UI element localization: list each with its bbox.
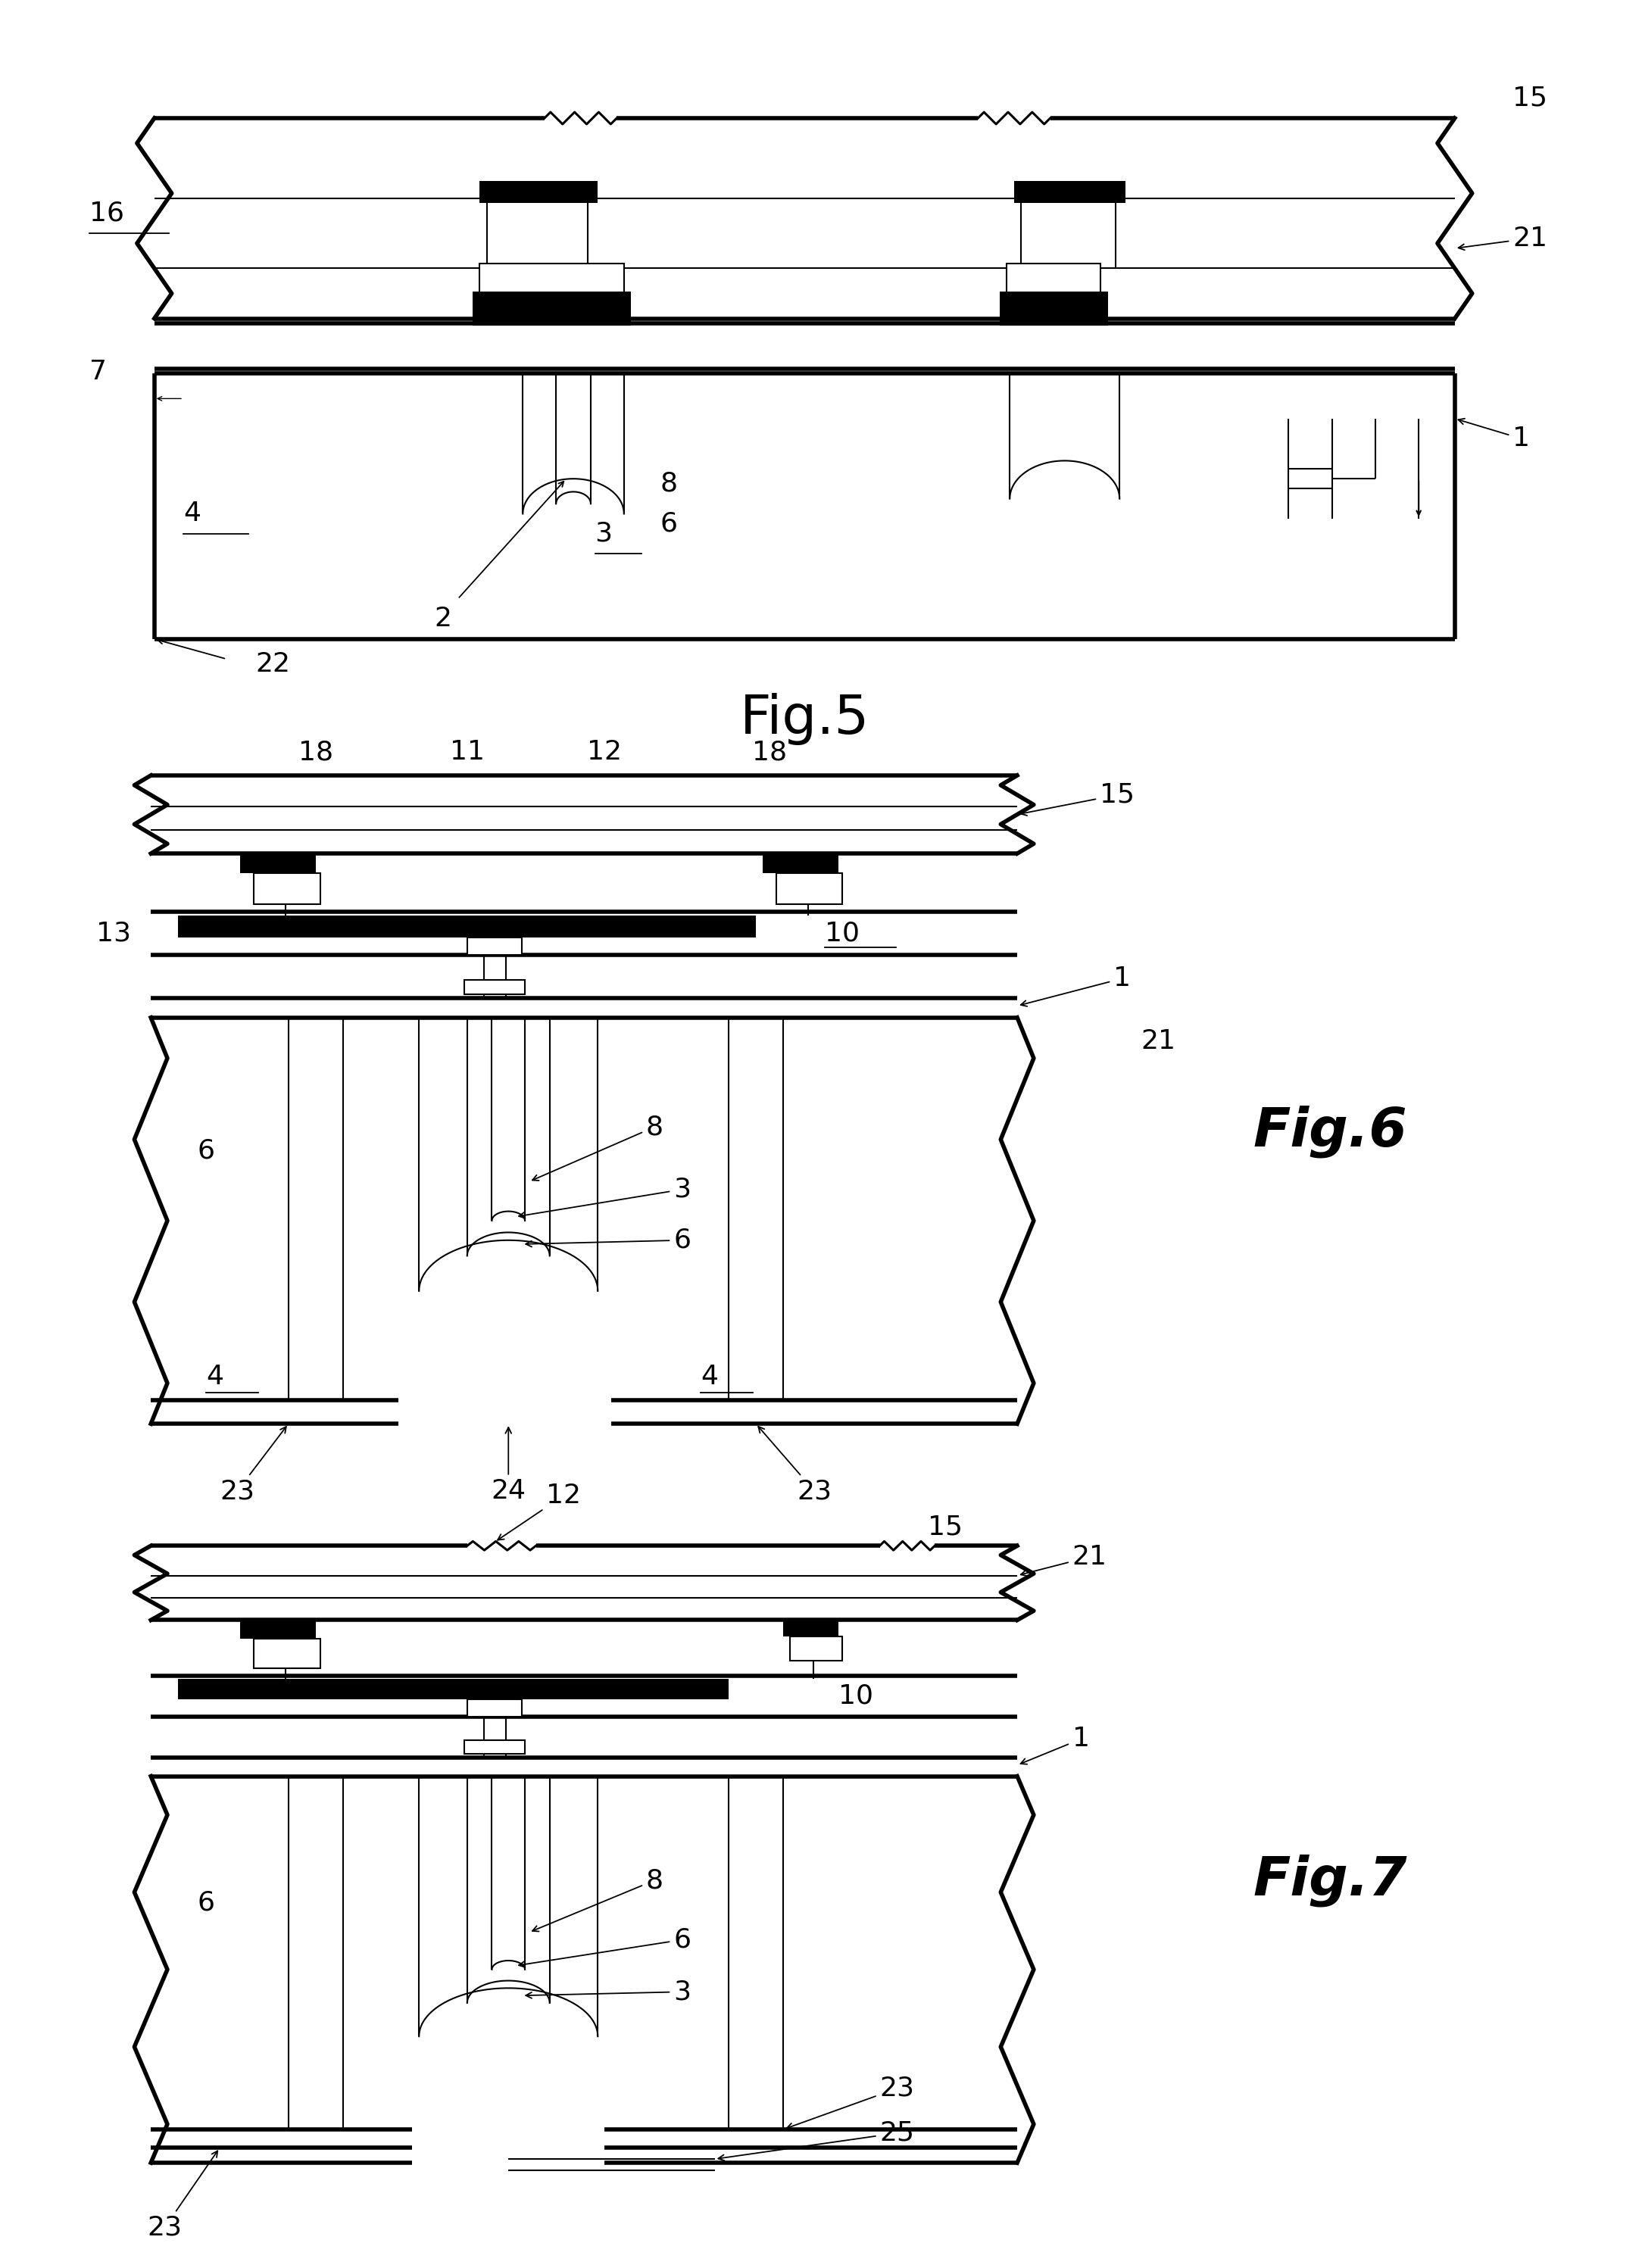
Bar (479, 181, 598, 204)
Text: 4: 4 (205, 1363, 223, 1390)
Text: 1: 1 (1021, 966, 1131, 1007)
Text: 4: 4 (184, 501, 200, 526)
Text: 21: 21 (1021, 1545, 1107, 1576)
Text: 23: 23 (787, 2075, 915, 2130)
Text: Fig.7: Fig.7 (1253, 1853, 1407, 1907)
Text: 16: 16 (89, 200, 125, 227)
Text: 1: 1 (1021, 1726, 1090, 1765)
Bar (473, 290, 631, 327)
Text: Fig.6: Fig.6 (1253, 1105, 1407, 1159)
Text: 6: 6 (197, 1139, 215, 1163)
Bar (468, 937, 522, 955)
Text: 15: 15 (928, 1515, 962, 1540)
Bar (255, 1640, 320, 1669)
Bar (240, 1619, 315, 1640)
Text: 8: 8 (532, 1114, 663, 1182)
Bar (790, 1637, 842, 1660)
Bar (468, 1699, 522, 1717)
Text: 15: 15 (1021, 782, 1135, 816)
Text: 7: 7 (89, 358, 107, 386)
Text: 6: 6 (660, 510, 678, 538)
Text: Fig.5: Fig.5 (739, 694, 870, 746)
Text: 3: 3 (594, 522, 612, 547)
Bar (465, 1740, 525, 1753)
Bar (1015, 181, 1125, 204)
Text: 3: 3 (519, 1177, 691, 1218)
Text: 6: 6 (525, 1227, 691, 1254)
Text: 18: 18 (299, 739, 333, 764)
Text: 11: 11 (450, 739, 484, 764)
Bar (764, 853, 839, 873)
Text: 12: 12 (588, 739, 622, 764)
Text: 3: 3 (525, 1980, 691, 2005)
Bar (479, 263, 624, 293)
Text: 10: 10 (824, 921, 859, 946)
Text: 6: 6 (197, 1889, 215, 1916)
Text: 15: 15 (1512, 86, 1547, 111)
Text: 21: 21 (1458, 225, 1547, 252)
Text: 21: 21 (1141, 1027, 1176, 1055)
Text: 6: 6 (519, 1928, 691, 1966)
Text: 24: 24 (491, 1427, 525, 1504)
Text: 13: 13 (95, 921, 131, 946)
Text: 23: 23 (148, 2150, 217, 2241)
Text: 18: 18 (752, 739, 787, 764)
Bar (240, 853, 315, 873)
Text: 22: 22 (256, 651, 291, 676)
Bar (179, 1678, 729, 1699)
Text: 1: 1 (1458, 420, 1530, 451)
Text: 8: 8 (660, 472, 678, 497)
Text: 4: 4 (701, 1363, 718, 1390)
Text: 23: 23 (759, 1427, 832, 1504)
Text: 25: 25 (718, 2121, 915, 2161)
Text: 10: 10 (839, 1683, 874, 1708)
Text: 2: 2 (435, 606, 452, 633)
Bar (255, 873, 320, 905)
Bar (179, 916, 755, 937)
Bar (465, 980, 525, 993)
Bar (1007, 263, 1100, 293)
Bar (777, 873, 842, 905)
Bar (783, 1619, 839, 1637)
Text: 8: 8 (532, 1867, 663, 1932)
Bar (1000, 290, 1108, 327)
Text: 23: 23 (220, 1427, 286, 1504)
Text: 12: 12 (498, 1483, 581, 1540)
